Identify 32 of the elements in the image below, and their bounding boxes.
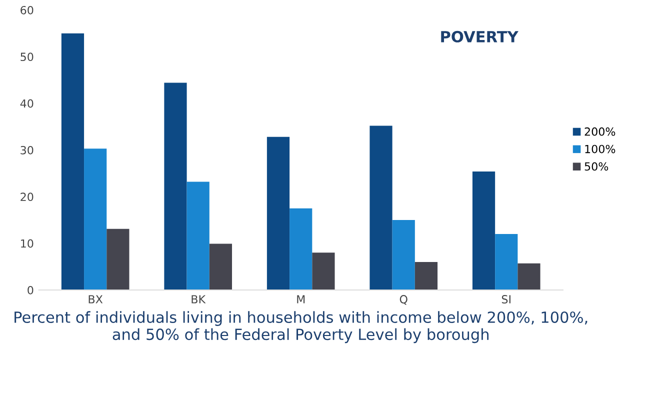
x-tick-label: M xyxy=(297,295,305,304)
x-tick-label: SI xyxy=(502,295,510,304)
bar xyxy=(209,244,232,290)
bar xyxy=(106,228,130,290)
x-tick-label: Q xyxy=(400,295,408,305)
x-tick-label: BX xyxy=(88,295,103,304)
bar xyxy=(370,126,392,290)
y-tick-label: 30 xyxy=(20,146,34,154)
bar xyxy=(290,208,312,290)
bar xyxy=(392,220,415,290)
y-tick-label: 60 xyxy=(20,6,34,14)
bar xyxy=(472,171,496,290)
x-tick-label: BK xyxy=(192,295,206,304)
x-axis-title: Percent of individuals living in households with income below 200%, 100%, and 50% of the Federal Poverty Level by borough xyxy=(14,311,588,344)
bar xyxy=(186,182,210,290)
bar xyxy=(164,82,187,290)
legend-label: 200% xyxy=(584,127,616,136)
legend-label: 100% xyxy=(585,144,616,154)
bar xyxy=(266,136,290,290)
bar xyxy=(518,263,540,290)
y-tick-label: 20 xyxy=(20,192,34,202)
y-tick-label: 40 xyxy=(20,99,34,108)
y-tick-label: 0 xyxy=(28,286,34,294)
bar xyxy=(414,262,438,290)
bar xyxy=(495,234,518,290)
bar xyxy=(84,148,107,290)
bar xyxy=(61,33,84,290)
bar xyxy=(312,252,335,290)
legend-label: 50% xyxy=(584,162,608,171)
y-tick-label: 10 xyxy=(21,239,34,248)
text: POVERTY xyxy=(441,30,518,42)
y-tick-label: 50 xyxy=(20,52,34,62)
